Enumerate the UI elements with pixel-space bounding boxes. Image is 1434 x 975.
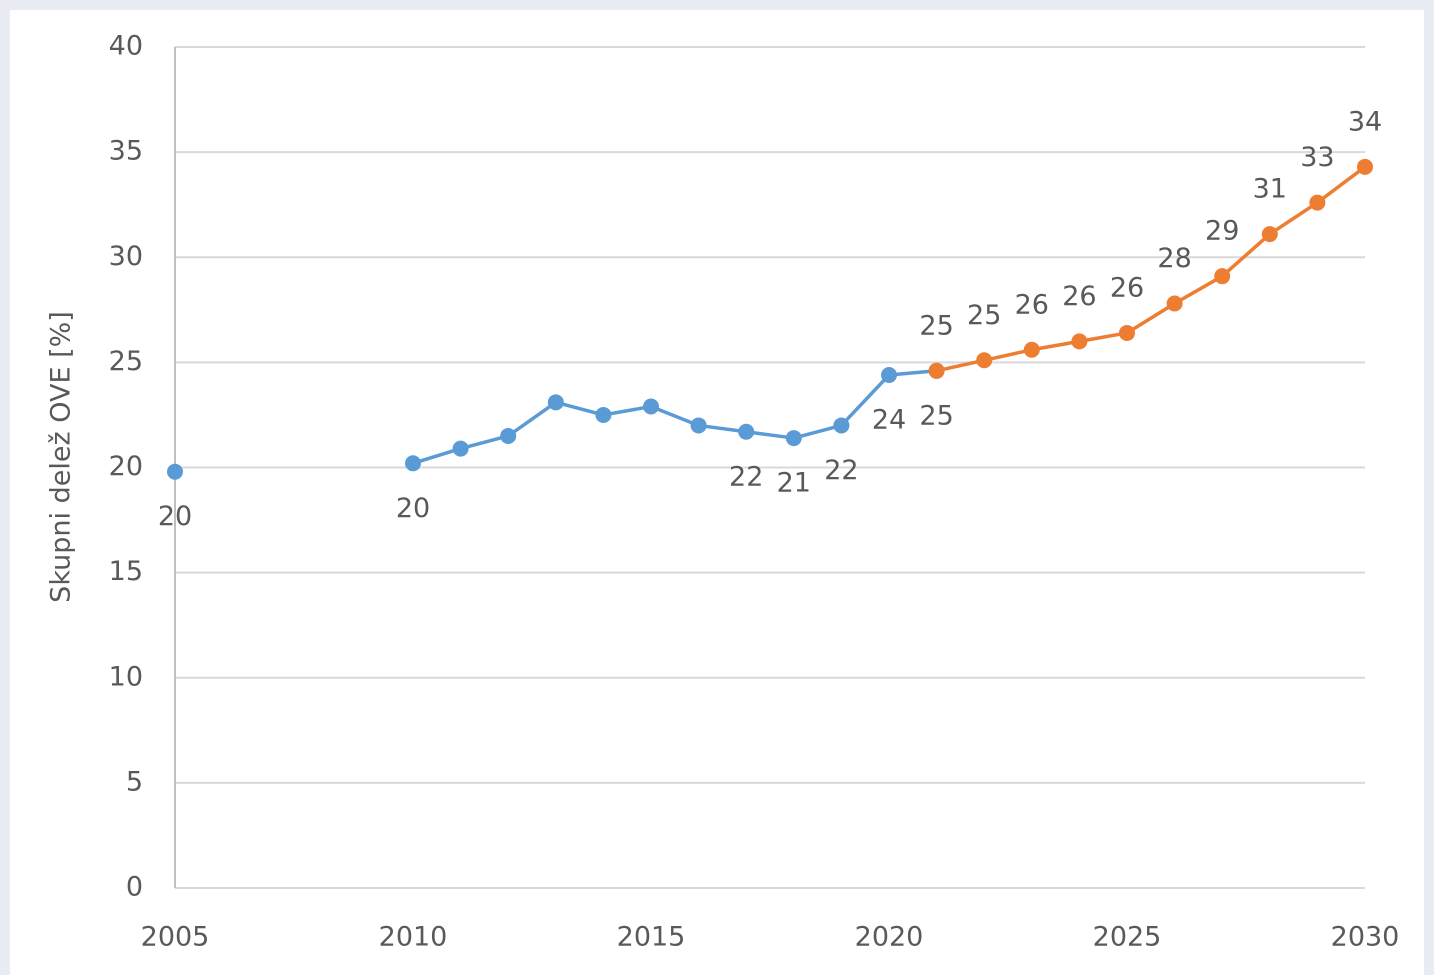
- x-tick-label: 2010: [379, 922, 448, 953]
- x-tick-label: 2005: [141, 922, 210, 953]
- data-point: [595, 406, 612, 423]
- data-label: 25: [919, 310, 953, 341]
- data-point: [547, 394, 564, 411]
- data-label: 34: [1348, 106, 1382, 137]
- series-line: [412, 369, 937, 465]
- y-tick-label: 25: [109, 346, 143, 377]
- data-point: [881, 366, 897, 383]
- data-point: [643, 398, 659, 415]
- data-label: 22: [729, 461, 763, 492]
- data-point: [833, 417, 850, 434]
- data-point: [785, 430, 802, 447]
- x-tick-label: 2025: [1093, 922, 1162, 953]
- data-point: [690, 417, 707, 434]
- x-tick-label: 2015: [617, 922, 686, 953]
- x-tick-label: 2030: [1331, 922, 1400, 953]
- data-label: 33: [1300, 142, 1334, 173]
- data-point: [738, 423, 755, 440]
- data-point: [1071, 333, 1088, 350]
- data-point: [1214, 268, 1231, 285]
- data-point: [1119, 324, 1135, 341]
- data-label: 24: [872, 404, 906, 435]
- chart-area: [10, 10, 1424, 975]
- data-label: 26: [1110, 272, 1144, 303]
- data-label: 25: [919, 400, 953, 431]
- data-point: [976, 352, 993, 369]
- data-point: [1357, 158, 1373, 175]
- data-point: [1309, 194, 1326, 211]
- data-label: 22: [824, 455, 858, 486]
- data-label: 28: [1157, 243, 1191, 274]
- data-label: 20: [158, 501, 192, 532]
- y-tick-label: 0: [126, 872, 143, 903]
- data-label: 21: [777, 468, 811, 499]
- y-tick-label: 35: [109, 136, 143, 167]
- y-tick-label: 5: [126, 766, 143, 797]
- data-label: 26: [1015, 289, 1049, 320]
- y-tick-label: 40: [109, 31, 143, 62]
- data-point: [1166, 295, 1183, 312]
- data-point: [167, 463, 183, 480]
- data-label: 31: [1253, 174, 1287, 205]
- data-point: [500, 427, 517, 444]
- data-point: [1023, 341, 1040, 358]
- series-line: [936, 165, 1367, 373]
- y-axis-label: Skupni delež OVE [%]: [46, 311, 77, 603]
- data-point: [928, 362, 945, 379]
- data-point: [405, 455, 421, 472]
- y-tick-label: 30: [109, 241, 143, 272]
- data-label: 26: [1062, 281, 1096, 312]
- x-tick-label: 2020: [855, 922, 924, 953]
- data-label: 29: [1205, 216, 1239, 247]
- y-tick-label: 15: [109, 556, 143, 587]
- data-label: 20: [396, 493, 430, 524]
- data-point: [1261, 226, 1278, 243]
- data-point: [452, 440, 469, 457]
- y-tick-label: 20: [109, 451, 143, 482]
- data-label: 25: [967, 300, 1001, 331]
- y-tick-label: 10: [109, 661, 143, 692]
